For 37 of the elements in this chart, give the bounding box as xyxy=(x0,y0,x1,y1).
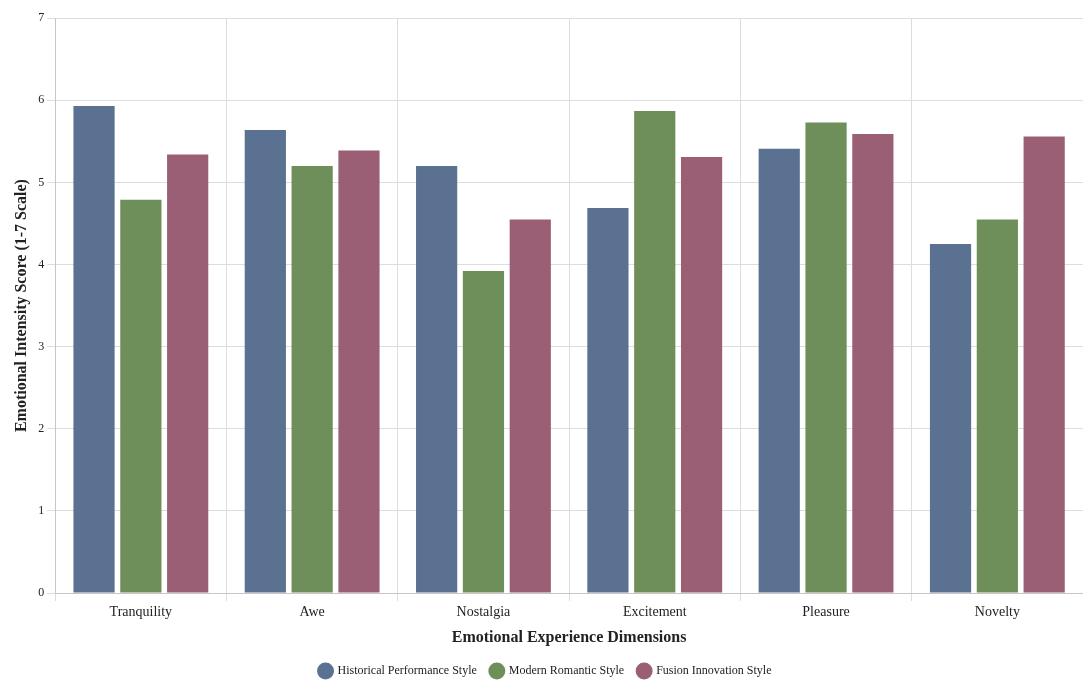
bar xyxy=(244,129,286,593)
y-tick-label: 3 xyxy=(38,338,45,353)
x-tick-label: Nostalgia xyxy=(456,604,512,620)
bar xyxy=(120,199,162,593)
x-tick-label: Novelty xyxy=(974,604,1020,620)
bar xyxy=(976,219,1018,593)
y-tick-label: 2 xyxy=(38,420,45,435)
legend-label: Modern Romantic Style xyxy=(508,663,625,678)
y-tick-label: 7 xyxy=(38,10,45,25)
bar xyxy=(338,150,380,593)
bar xyxy=(1023,136,1065,593)
bar xyxy=(634,110,676,593)
y-tick-label: 6 xyxy=(38,92,45,107)
x-tick-label: Awe xyxy=(299,604,325,620)
bar xyxy=(758,148,800,593)
bar xyxy=(852,133,894,593)
bar xyxy=(416,166,458,593)
x-tick-label: Tranquility xyxy=(109,604,173,620)
x-tick-label: Excitement xyxy=(622,604,687,620)
legend-label: Historical Performance Style xyxy=(337,663,477,678)
y-tick-label: 1 xyxy=(38,503,45,518)
legend-label: Fusion Innovation Style xyxy=(656,663,772,678)
bar xyxy=(73,106,115,593)
bar xyxy=(805,122,847,593)
bar xyxy=(462,271,505,593)
x-axis-title: Emotional Experience Dimensions xyxy=(451,627,687,646)
y-tick-label: 4 xyxy=(38,256,45,271)
y-tick-label: 0 xyxy=(38,585,45,600)
x-tick-label: Pleasure xyxy=(802,604,850,620)
y-tick-label: 5 xyxy=(38,174,45,189)
bar xyxy=(167,154,209,593)
y-axis-title: Emotional Intensity Score (1-7 Scale) xyxy=(11,179,30,433)
bar xyxy=(680,156,723,593)
bar xyxy=(509,219,551,593)
bar xyxy=(587,207,629,593)
bar xyxy=(291,166,333,593)
bar xyxy=(929,244,972,593)
